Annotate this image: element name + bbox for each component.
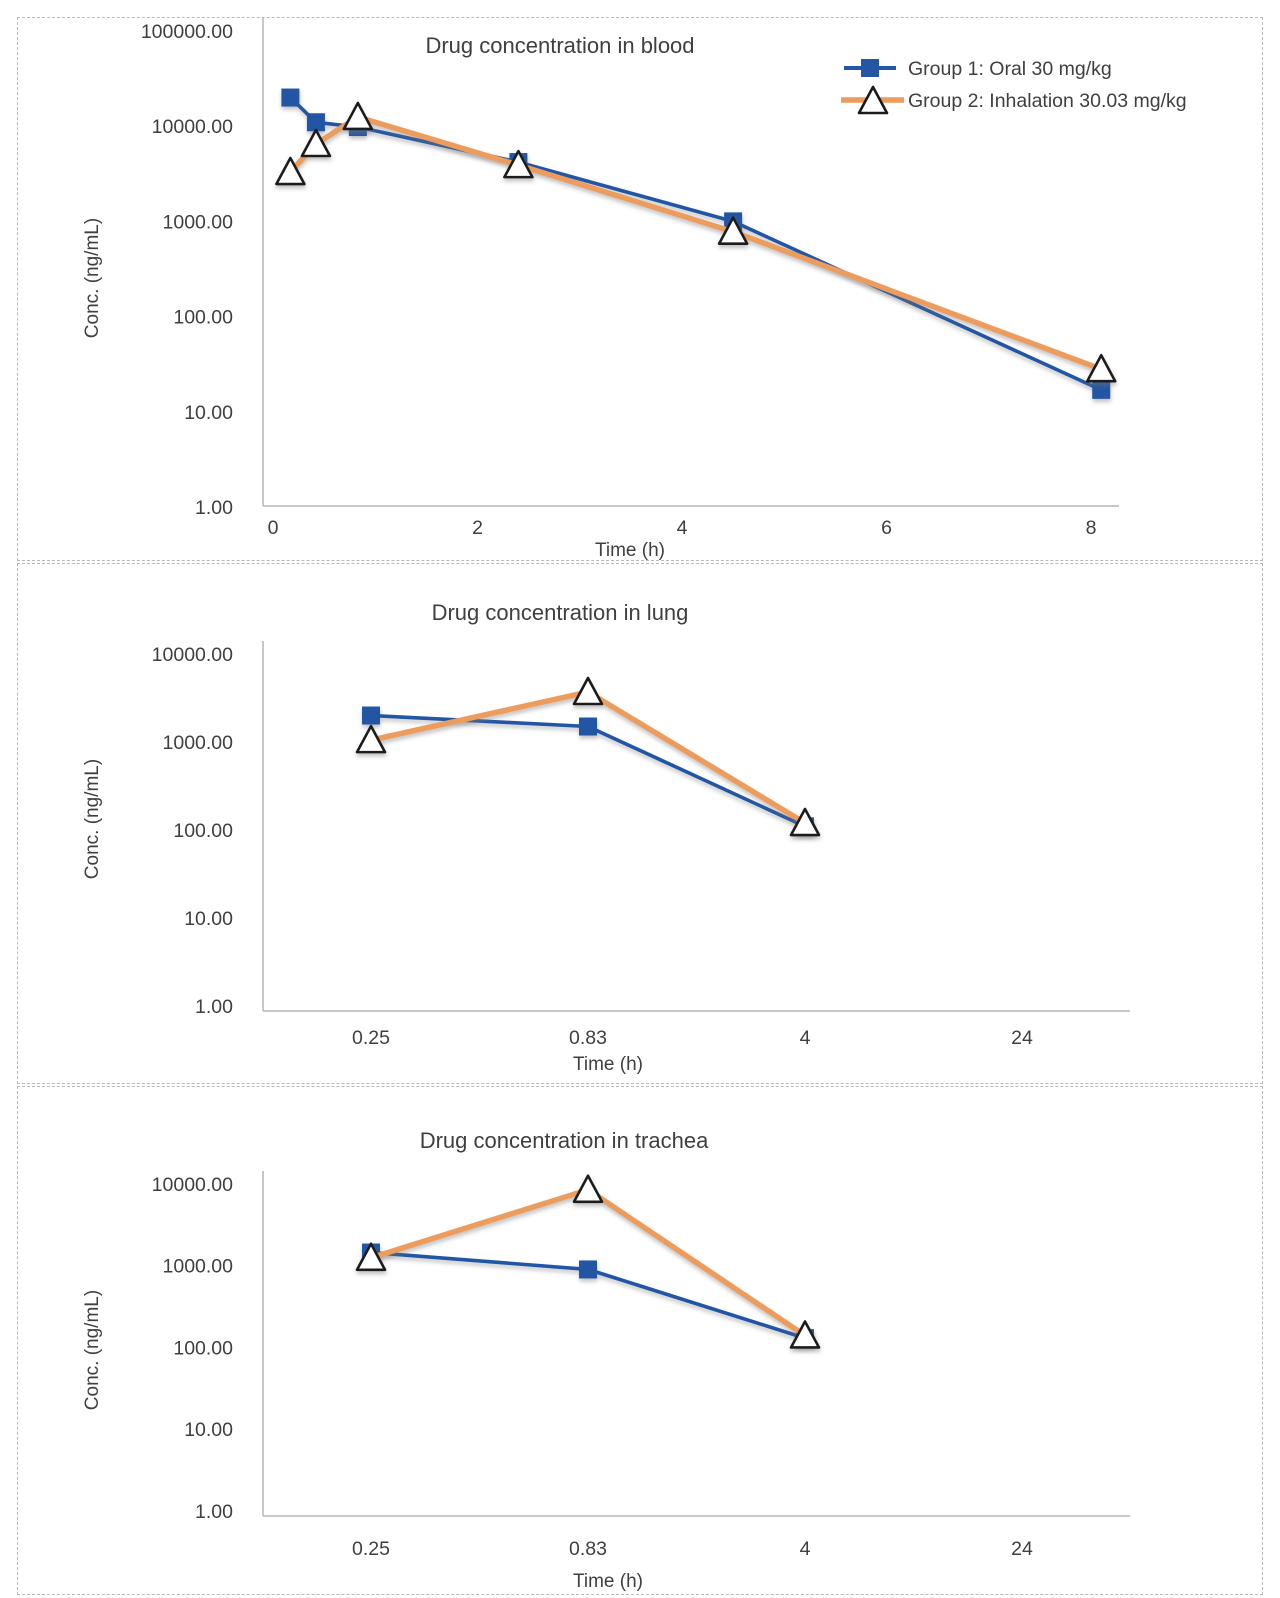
chart-panel-blood: Drug concentration in blood Conc. (ng/mL)…: [17, 17, 1263, 561]
triangle-marker-icon: [300, 128, 332, 158]
chart-blood-svg: Drug concentration in blood Conc. (ng/mL)…: [82, 18, 1187, 560]
series-2-triangle: [355, 676, 821, 837]
square-marker-icon: [281, 88, 300, 107]
series-line: [370, 689, 807, 826]
triangle-marker-icon: [1085, 353, 1117, 383]
y-tick-label: 1000.00: [163, 211, 234, 233]
chart-lung-svg: Drug concentration in lung Conc. (ng/mL) T…: [82, 600, 1130, 1075]
y-axis-title: Conc. (ng/mL): [82, 1290, 103, 1410]
y-tick-label: 10.00: [184, 1419, 233, 1441]
square-marker-icon: [579, 717, 597, 736]
x-tick-label: 0: [268, 517, 279, 539]
legend-label: Group 1: Oral 30 mg/kg: [908, 58, 1112, 80]
legend-label: Group 2: Inhalation 30.03 mg/kg: [908, 90, 1187, 112]
triangle-marker-icon: [717, 216, 749, 245]
triangle-marker-icon: [355, 1242, 387, 1272]
y-tick-label: 10000.00: [152, 644, 233, 666]
triangle-marker-icon: [572, 1174, 604, 1204]
chart-title: Drug concentration in trachea: [420, 1128, 709, 1153]
square-marker-icon: [1092, 380, 1111, 399]
triangle-marker-icon: [275, 156, 306, 186]
x-axis-title: Time (h): [573, 1054, 643, 1075]
series-line: [288, 114, 1103, 372]
triangle-marker-icon: [789, 1320, 821, 1349]
triangle-marker-icon: [342, 101, 374, 131]
y-tick-label: 100.00: [173, 820, 233, 842]
x-tick-label: 24: [1011, 1538, 1033, 1560]
chart-panel-lung: Drug concentration in lung Conc. (ng/mL) T…: [17, 563, 1263, 1084]
series-1-square: [281, 88, 1111, 399]
x-tick-label: 4: [800, 1538, 811, 1560]
triangle-marker-icon: [503, 149, 534, 179]
chart-trachea-svg: Drug concentration in trachea Conc. (ng/m…: [82, 1128, 1130, 1592]
x-axis-title: Time (h): [595, 540, 665, 560]
y-axis-title: Conc. (ng/mL): [82, 218, 103, 338]
y-tick-label: 10000.00: [152, 1174, 233, 1196]
y-tick-label: 1.00: [195, 996, 233, 1018]
x-tick-label: 4: [677, 517, 688, 539]
y-tick-label: 1.00: [195, 497, 233, 519]
square-marker-icon: [861, 59, 879, 77]
square-marker-icon: [362, 706, 380, 725]
y-tick-label: 100.00: [173, 1337, 233, 1359]
x-tick-label: 4: [800, 1027, 811, 1049]
y-tick-label: 100.00: [173, 307, 233, 329]
y-axis-title: Conc. (ng/mL): [82, 759, 103, 879]
series-2-triangle: [355, 1174, 821, 1349]
triangle-marker-icon: [355, 724, 387, 754]
y-tick-label: 100000.00: [141, 21, 233, 43]
y-tick-label: 1000.00: [163, 732, 234, 754]
triangle-marker-icon: [789, 807, 821, 837]
y-tick-label: 10.00: [184, 908, 233, 930]
square-marker-icon: [306, 113, 325, 132]
square-marker-icon: [579, 1260, 597, 1279]
x-axis-title: Time (h): [573, 1571, 643, 1592]
triangle-marker-icon: [857, 85, 889, 115]
legend-item-2: Group 2: Inhalation 30.03 mg/kg: [841, 85, 1187, 115]
figure-panels: Drug concentration in blood Conc. (ng/mL)…: [17, 17, 1263, 1595]
x-tick-label: 0.83: [569, 1027, 607, 1049]
series-line: [289, 96, 1102, 392]
x-tick-label: 0.25: [352, 1027, 390, 1049]
x-tick-label: 6: [881, 517, 892, 539]
legend-item-1: Group 1: Oral 30 mg/kg: [844, 58, 1112, 80]
x-tick-label: 2: [472, 517, 483, 539]
x-tick-label: 24: [1011, 1027, 1033, 1049]
chart-title: Drug concentration in blood: [425, 33, 694, 58]
x-tick-label: 8: [1086, 517, 1097, 539]
x-tick-label: 0.83: [569, 1538, 607, 1560]
triangle-marker-icon: [572, 676, 604, 706]
y-tick-label: 10000.00: [152, 116, 233, 138]
y-tick-label: 1000.00: [163, 1256, 234, 1278]
legend: Group 1: Oral 30 mg/kg Group 2: Inhalatio…: [841, 58, 1187, 115]
x-tick-label: 0.25: [352, 1538, 390, 1560]
y-tick-label: 10.00: [184, 402, 233, 424]
series-2-triangle: [275, 101, 1117, 383]
chart-title: Drug concentration in lung: [432, 600, 689, 625]
chart-panel-trachea: Drug concentration in trachea Conc. (ng/m…: [17, 1086, 1263, 1595]
y-tick-label: 1.00: [195, 1501, 233, 1523]
